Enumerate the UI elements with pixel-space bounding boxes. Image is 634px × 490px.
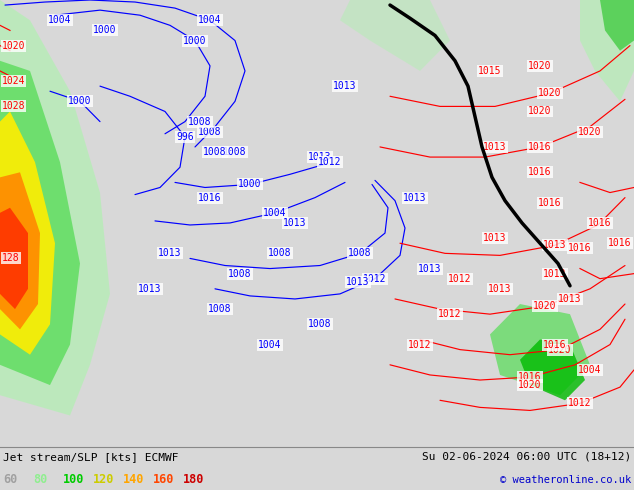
Text: 1004: 1004 <box>48 15 72 25</box>
Text: 1016: 1016 <box>528 167 552 177</box>
Text: 1012: 1012 <box>448 274 472 284</box>
Text: 996: 996 <box>176 132 194 142</box>
Text: 1020: 1020 <box>548 344 572 355</box>
Text: 1004: 1004 <box>258 340 281 349</box>
Text: 1016: 1016 <box>528 142 552 152</box>
Text: 1020: 1020 <box>533 301 557 311</box>
Text: 1013: 1013 <box>488 284 512 294</box>
Polygon shape <box>0 172 40 329</box>
Text: 1008: 1008 <box>188 117 212 126</box>
Text: 1016: 1016 <box>588 218 612 228</box>
Text: 128: 128 <box>2 253 20 264</box>
Text: 1028: 1028 <box>2 101 25 111</box>
Text: 1013: 1013 <box>346 277 370 287</box>
Text: 1016: 1016 <box>543 340 567 349</box>
Polygon shape <box>490 304 590 395</box>
Text: 1020: 1020 <box>538 88 562 98</box>
Text: 1013: 1013 <box>333 81 357 91</box>
Text: 1012: 1012 <box>438 309 462 319</box>
Text: 1008: 1008 <box>204 147 227 157</box>
Text: 1013: 1013 <box>543 240 567 250</box>
Text: 1008: 1008 <box>198 127 222 137</box>
Text: 1008: 1008 <box>208 304 232 314</box>
Text: 160: 160 <box>153 473 174 487</box>
Text: 1000: 1000 <box>68 97 92 106</box>
Text: 1008: 1008 <box>268 248 292 258</box>
Text: 1013: 1013 <box>418 264 442 273</box>
Text: 1020: 1020 <box>528 61 552 71</box>
Text: 1008: 1008 <box>228 269 252 279</box>
Text: 1013: 1013 <box>483 233 507 243</box>
Text: 1013: 1013 <box>308 152 332 162</box>
Text: 140: 140 <box>123 473 145 487</box>
Text: 180: 180 <box>183 473 204 487</box>
Text: 1004: 1004 <box>578 365 602 375</box>
Text: 1015: 1015 <box>478 66 501 76</box>
Text: 1016: 1016 <box>198 193 222 202</box>
Text: 1016: 1016 <box>608 238 631 248</box>
Text: 1013: 1013 <box>543 269 567 279</box>
Text: 1016: 1016 <box>568 244 592 253</box>
Text: 1004: 1004 <box>198 15 222 25</box>
Text: 1016: 1016 <box>518 372 541 382</box>
Text: 1013: 1013 <box>559 294 582 304</box>
Polygon shape <box>340 0 450 71</box>
Text: 1020: 1020 <box>578 127 602 137</box>
Text: 1013: 1013 <box>483 142 507 152</box>
Polygon shape <box>580 0 634 101</box>
Polygon shape <box>0 208 28 309</box>
Text: 1004: 1004 <box>263 208 287 218</box>
Text: Su 02-06-2024 06:00 UTC (18+12): Su 02-06-2024 06:00 UTC (18+12) <box>422 452 631 462</box>
Polygon shape <box>0 61 80 385</box>
Text: 1020: 1020 <box>518 380 541 390</box>
Text: 100: 100 <box>63 473 84 487</box>
Text: 1000: 1000 <box>93 25 117 35</box>
Text: 1008: 1008 <box>308 319 332 329</box>
Text: Jet stream/SLP [kts] ECMWF: Jet stream/SLP [kts] ECMWF <box>3 452 179 462</box>
Text: 1008: 1008 <box>223 147 247 157</box>
Text: 1012: 1012 <box>318 157 342 167</box>
Text: 1016: 1016 <box>538 197 562 208</box>
Polygon shape <box>0 112 55 355</box>
Polygon shape <box>600 0 634 50</box>
Text: 1008: 1008 <box>348 248 372 258</box>
Text: 1024: 1024 <box>2 76 25 86</box>
Text: 1013: 1013 <box>283 218 307 228</box>
Text: 1020: 1020 <box>2 41 25 50</box>
Text: 80: 80 <box>33 473 48 487</box>
Text: 1013: 1013 <box>158 248 182 258</box>
Text: 1012: 1012 <box>363 274 387 284</box>
Text: 1000: 1000 <box>183 36 207 46</box>
Text: 1013: 1013 <box>403 193 427 202</box>
Text: 120: 120 <box>93 473 114 487</box>
Text: 1020: 1020 <box>528 106 552 117</box>
Text: © weatheronline.co.uk: © weatheronline.co.uk <box>500 475 631 485</box>
Text: 1012: 1012 <box>568 398 592 408</box>
Text: 1012: 1012 <box>408 340 432 349</box>
Text: 1000: 1000 <box>238 179 262 190</box>
Polygon shape <box>0 0 110 416</box>
Text: 60: 60 <box>3 473 17 487</box>
Text: 1013: 1013 <box>138 284 162 294</box>
Polygon shape <box>520 340 585 400</box>
